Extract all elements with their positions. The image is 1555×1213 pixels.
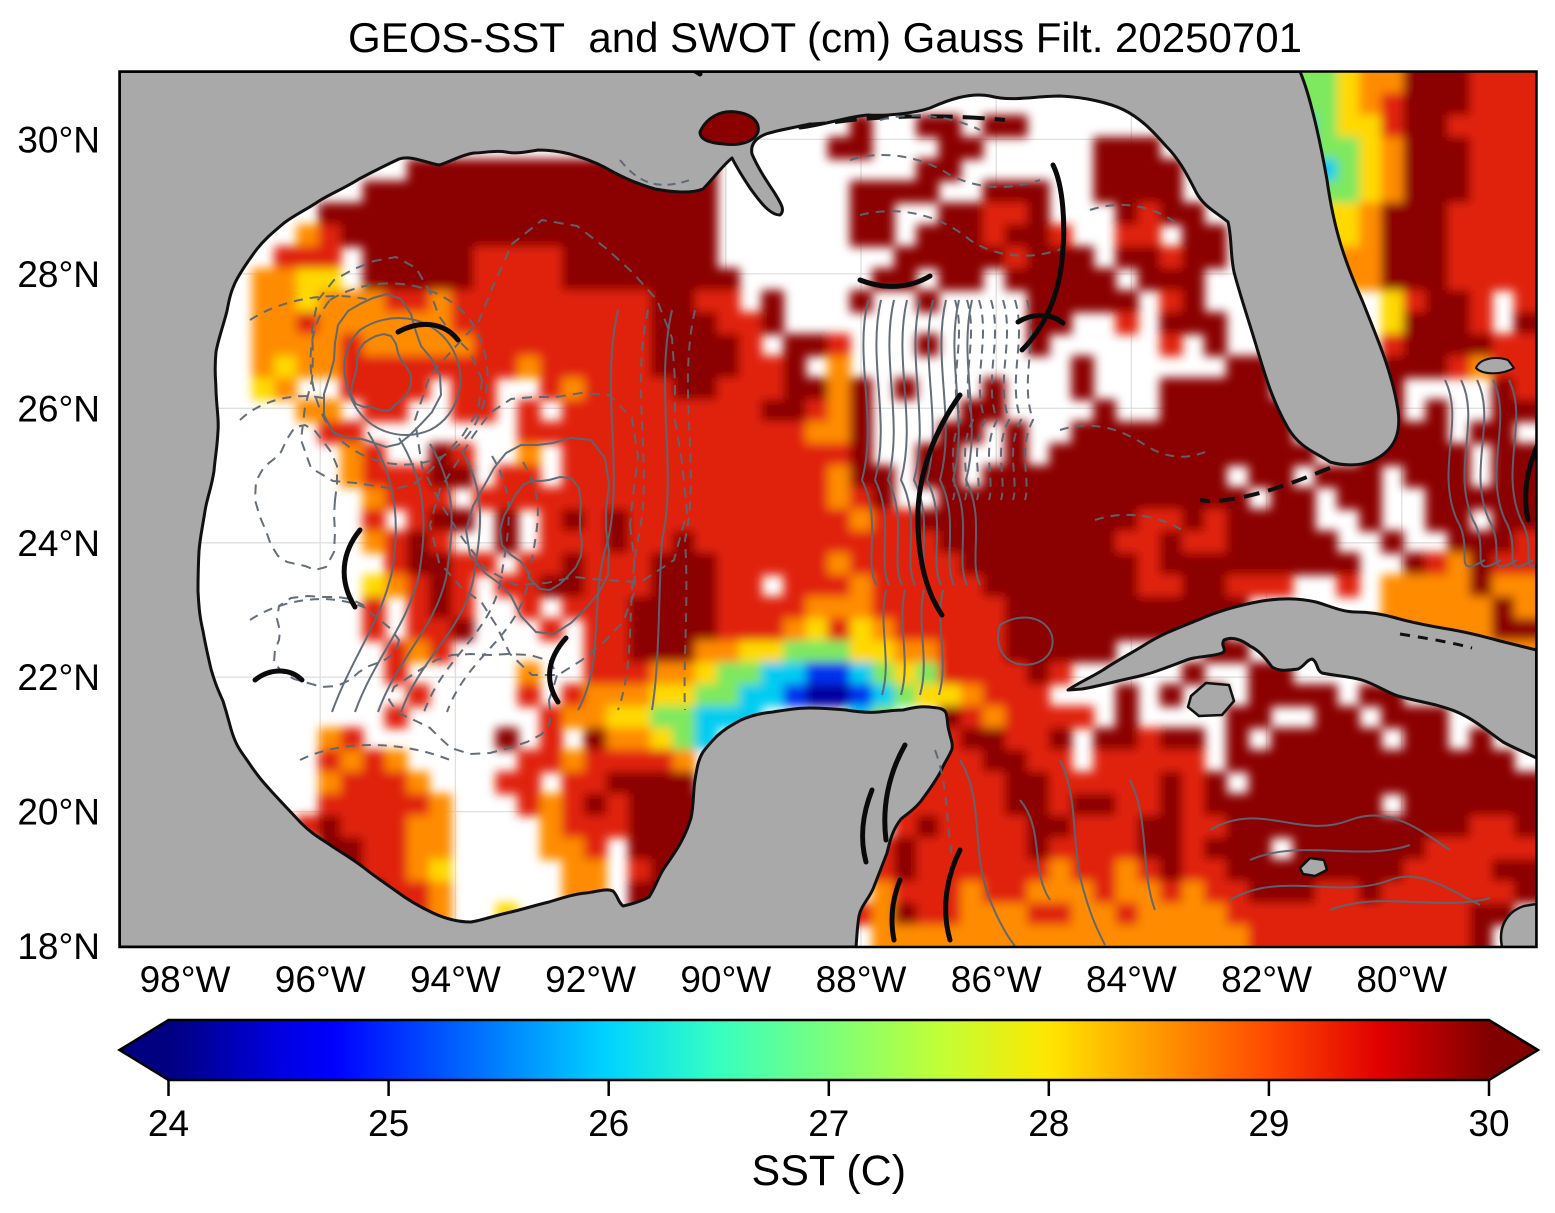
svg-text:94°W: 94°W xyxy=(410,959,501,1000)
svg-text:96°W: 96°W xyxy=(275,959,366,1000)
svg-text:28°N: 28°N xyxy=(17,254,100,295)
svg-text:GEOS-SST and SWOT (cm) Gauss: GEOS-SST and SWOT (cm) Gauss Filt. 20250… xyxy=(348,14,1302,61)
svg-text:30°N: 30°N xyxy=(17,119,100,160)
svg-text:82°W: 82°W xyxy=(1221,959,1312,1000)
svg-text:27: 27 xyxy=(808,1103,849,1144)
svg-text:84°W: 84°W xyxy=(1086,959,1177,1000)
svg-text:28: 28 xyxy=(1028,1103,1069,1144)
svg-text:20°N: 20°N xyxy=(17,792,100,833)
svg-text:26: 26 xyxy=(588,1103,629,1144)
svg-text:98°W: 98°W xyxy=(140,959,231,1000)
svg-text:90°W: 90°W xyxy=(680,959,771,1000)
svg-text:26°N: 26°N xyxy=(17,388,100,429)
svg-text:25: 25 xyxy=(368,1103,409,1144)
svg-text:22°N: 22°N xyxy=(17,657,100,698)
svg-text:92°W: 92°W xyxy=(545,959,636,1000)
svg-text:18°N: 18°N xyxy=(17,926,100,967)
svg-text:88°W: 88°W xyxy=(816,959,907,1000)
svg-text:80°W: 80°W xyxy=(1356,959,1447,1000)
svg-text:24°N: 24°N xyxy=(17,523,100,564)
svg-text:29: 29 xyxy=(1248,1103,1289,1144)
svg-text:86°W: 86°W xyxy=(951,959,1042,1000)
svg-text:24: 24 xyxy=(148,1103,189,1144)
svg-text:SST (C): SST (C) xyxy=(752,1147,907,1195)
svg-text:30: 30 xyxy=(1468,1103,1509,1144)
